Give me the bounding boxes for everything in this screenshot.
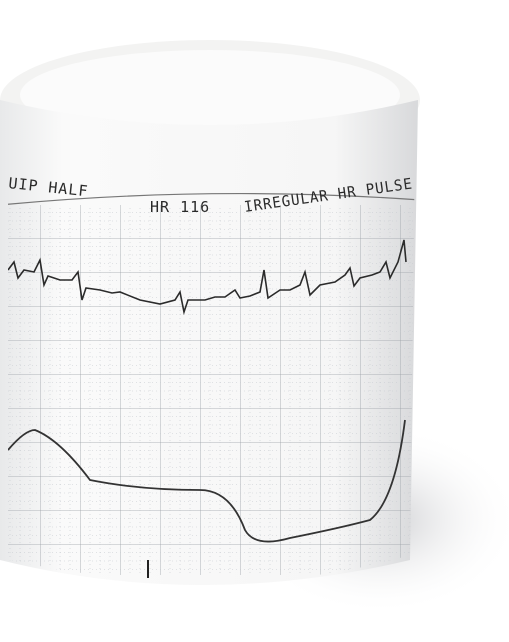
heart-rate: HR 116 [150,198,210,216]
grid [0,205,420,575]
photo: UIP HALF HR 116 IRREGULAR HR PULSE [0,0,509,642]
strip [0,194,420,575]
page: UIP HALF HR 116 IRREGULAR HR PULSE (() =… [0,0,509,642]
